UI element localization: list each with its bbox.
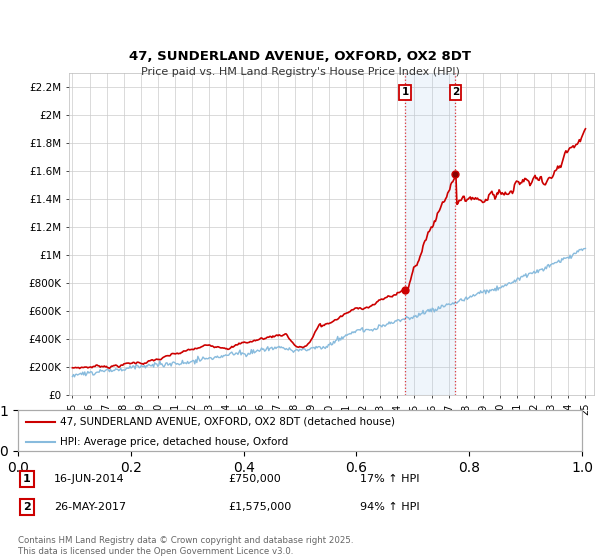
Text: HPI: Average price, detached house, Oxford: HPI: Average price, detached house, Oxfo… bbox=[60, 437, 289, 447]
Text: 26-MAY-2017: 26-MAY-2017 bbox=[54, 502, 126, 512]
Text: 2: 2 bbox=[452, 87, 459, 97]
Text: 47, SUNDERLAND AVENUE, OXFORD, OX2 8DT: 47, SUNDERLAND AVENUE, OXFORD, OX2 8DT bbox=[129, 50, 471, 63]
Bar bbox=[405, 73, 455, 395]
Text: Price paid vs. HM Land Registry's House Price Index (HPI): Price paid vs. HM Land Registry's House … bbox=[140, 67, 460, 77]
Text: Contains HM Land Registry data © Crown copyright and database right 2025.
This d: Contains HM Land Registry data © Crown c… bbox=[18, 536, 353, 556]
Text: £1,575,000: £1,575,000 bbox=[228, 502, 291, 512]
Text: 1: 1 bbox=[401, 87, 409, 97]
Text: 1: 1 bbox=[23, 474, 31, 484]
Text: 16-JUN-2014: 16-JUN-2014 bbox=[54, 474, 125, 484]
Text: £750,000: £750,000 bbox=[228, 474, 281, 484]
Text: 94% ↑ HPI: 94% ↑ HPI bbox=[360, 502, 419, 512]
Text: 2: 2 bbox=[23, 502, 31, 512]
Text: 47, SUNDERLAND AVENUE, OXFORD, OX2 8DT (detached house): 47, SUNDERLAND AVENUE, OXFORD, OX2 8DT (… bbox=[60, 417, 395, 427]
Text: 17% ↑ HPI: 17% ↑ HPI bbox=[360, 474, 419, 484]
